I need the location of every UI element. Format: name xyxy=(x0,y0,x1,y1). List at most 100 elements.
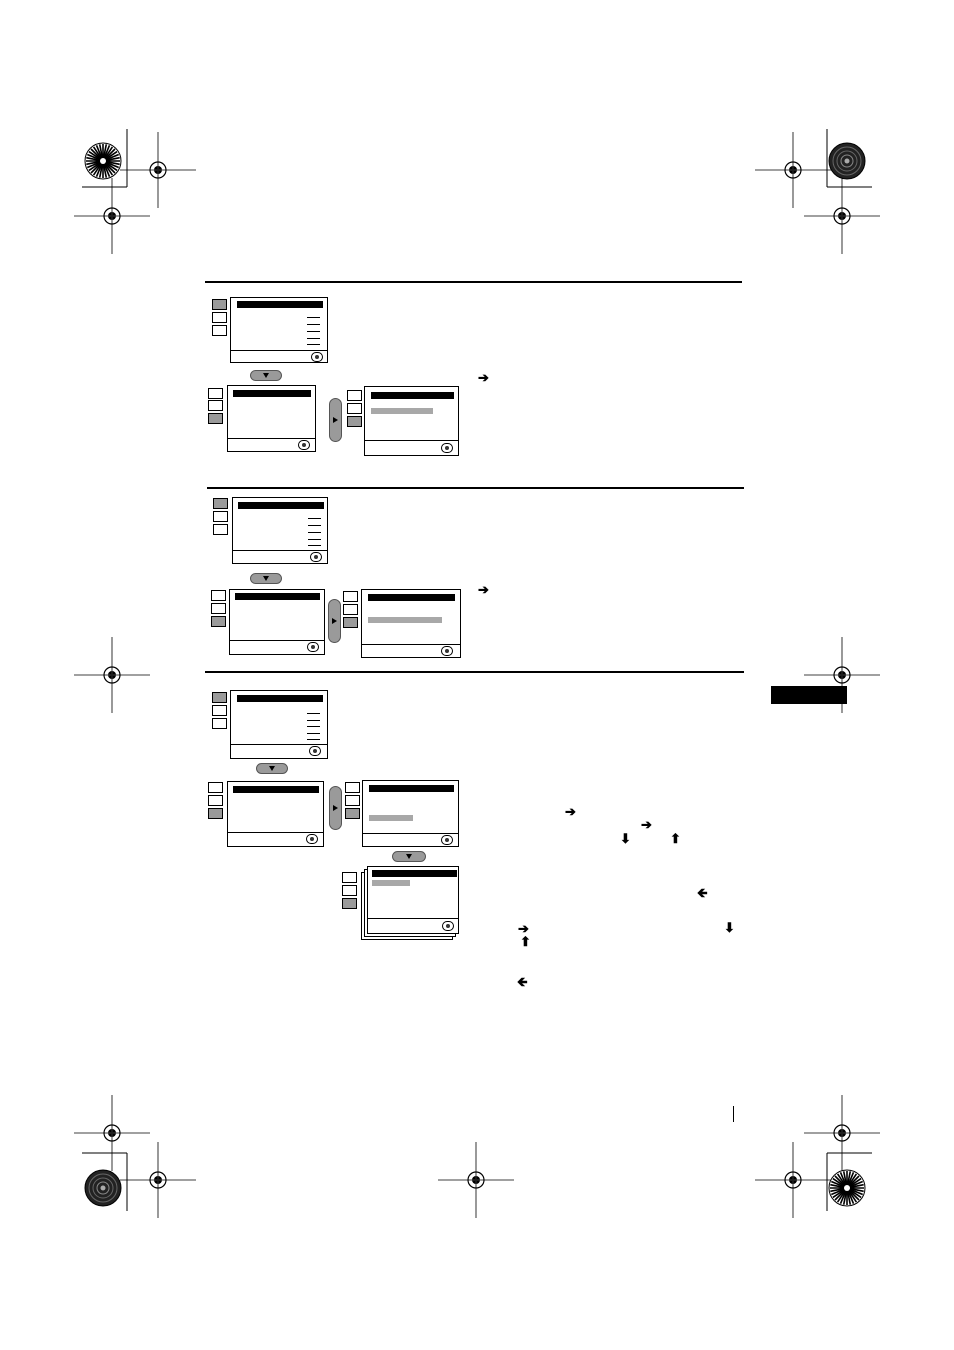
timer-menu-icon xyxy=(347,403,362,414)
setup-menu-screen xyxy=(227,385,316,452)
menu-title-bar xyxy=(237,301,323,308)
menu-title-bar xyxy=(372,870,457,877)
down-button-icon xyxy=(250,573,282,584)
registration-mark-icon xyxy=(119,1141,197,1219)
menu-footer-line xyxy=(228,832,323,833)
menu-highlight xyxy=(368,617,442,623)
setup-menu-screen xyxy=(227,781,324,847)
picture-menu-icon xyxy=(347,390,362,401)
menu-footer-line xyxy=(365,440,458,441)
registration-mark-icon xyxy=(73,177,151,255)
right-button-icon xyxy=(329,786,342,830)
timer-menu-icon xyxy=(212,312,227,323)
menu-title-bar xyxy=(369,785,454,792)
menu-title-bar xyxy=(233,390,311,397)
menu-highlight xyxy=(372,880,410,886)
right-arrow-icon: ➔ xyxy=(565,804,576,819)
level-tick xyxy=(308,539,321,540)
section-tab xyxy=(771,686,847,704)
joystick-icon xyxy=(298,440,310,450)
picture-menu-icon xyxy=(343,591,358,602)
menu-footer-line xyxy=(230,640,324,641)
level-tick xyxy=(307,317,320,318)
menu-title-bar xyxy=(371,392,454,399)
joystick-icon xyxy=(309,746,321,756)
level-tick xyxy=(307,720,320,721)
level-tick xyxy=(307,726,320,727)
main-menu-screen xyxy=(230,690,328,759)
starburst-icon xyxy=(84,1169,122,1207)
menu-footer-line xyxy=(233,550,327,551)
level-tick xyxy=(307,739,320,740)
joystick-icon xyxy=(441,443,453,453)
picture-menu-icon xyxy=(212,692,227,703)
right-arrow-icon: ➔ xyxy=(478,370,489,385)
setup-submenu-screen xyxy=(362,780,459,847)
timer-menu-icon xyxy=(212,705,227,716)
level-tick xyxy=(308,532,321,533)
picture-menu-icon xyxy=(212,299,227,310)
setup-menu-icon xyxy=(342,898,357,909)
picture-menu-icon xyxy=(208,782,223,793)
menu-title-bar xyxy=(237,695,323,702)
main-menu-screen xyxy=(232,497,328,564)
timer-menu-icon xyxy=(211,603,226,614)
setup-menu-icon xyxy=(212,325,227,336)
timer-menu-icon xyxy=(213,511,228,522)
level-tick xyxy=(308,525,321,526)
joystick-icon xyxy=(442,921,454,931)
setup-menu-icon xyxy=(208,808,223,819)
starburst-icon xyxy=(84,142,122,180)
menu-title-bar xyxy=(238,502,324,509)
down-arrow-icon: ⬇ xyxy=(724,920,735,935)
main-menu-screen xyxy=(230,297,328,363)
menu-highlight xyxy=(371,408,433,414)
menu-footer-line xyxy=(231,350,327,351)
registration-mark-icon xyxy=(754,131,832,209)
setup-menu-icon xyxy=(343,617,358,628)
joystick-icon xyxy=(441,646,453,656)
setup-menu-icon xyxy=(208,413,223,424)
section-rule xyxy=(207,487,744,489)
picture-menu-icon xyxy=(211,590,226,601)
setup-menu-icon xyxy=(213,524,228,535)
section-rule xyxy=(205,671,744,673)
setup-menu-icon xyxy=(347,416,362,427)
section-rule xyxy=(205,281,742,283)
level-tick xyxy=(307,344,320,345)
left-arrow-icon: 🡸 xyxy=(697,885,708,900)
timer-menu-icon xyxy=(208,400,223,411)
right-arrow-icon: ➔ xyxy=(641,817,652,832)
level-tick xyxy=(307,733,320,734)
joystick-icon xyxy=(310,552,322,562)
down-button-icon xyxy=(392,851,426,862)
down-button-icon xyxy=(256,763,288,774)
page-number-divider xyxy=(733,1106,734,1122)
setup-submenu-screen xyxy=(361,589,461,658)
menu-footer-line xyxy=(228,438,315,439)
left-arrow-icon: 🡸 xyxy=(517,974,528,989)
right-arrow-icon: ➔ xyxy=(478,582,489,597)
registration-mark-icon xyxy=(73,636,151,714)
registration-mark-icon xyxy=(437,1141,515,1219)
setup-menu-screen xyxy=(229,589,325,655)
registration-mark-icon xyxy=(754,1141,832,1219)
down-button-icon xyxy=(250,370,282,381)
starburst-icon xyxy=(828,1169,866,1207)
registration-mark-icon xyxy=(119,131,197,209)
picture-menu-icon xyxy=(342,872,357,883)
menu-highlight xyxy=(369,815,413,821)
menu-footer-line xyxy=(363,833,458,834)
menu-footer-line xyxy=(362,644,460,645)
timer-menu-icon xyxy=(345,795,360,806)
picture-menu-icon xyxy=(208,388,223,399)
level-tick xyxy=(307,338,320,339)
timer-menu-icon xyxy=(208,795,223,806)
right-button-icon xyxy=(328,599,341,643)
up-arrow-icon: ⬆ xyxy=(670,831,681,846)
menu-footer-line xyxy=(231,744,327,745)
right-button-icon xyxy=(329,398,342,442)
joystick-icon xyxy=(306,834,318,844)
right-arrow-icon: ➔ xyxy=(518,921,529,936)
